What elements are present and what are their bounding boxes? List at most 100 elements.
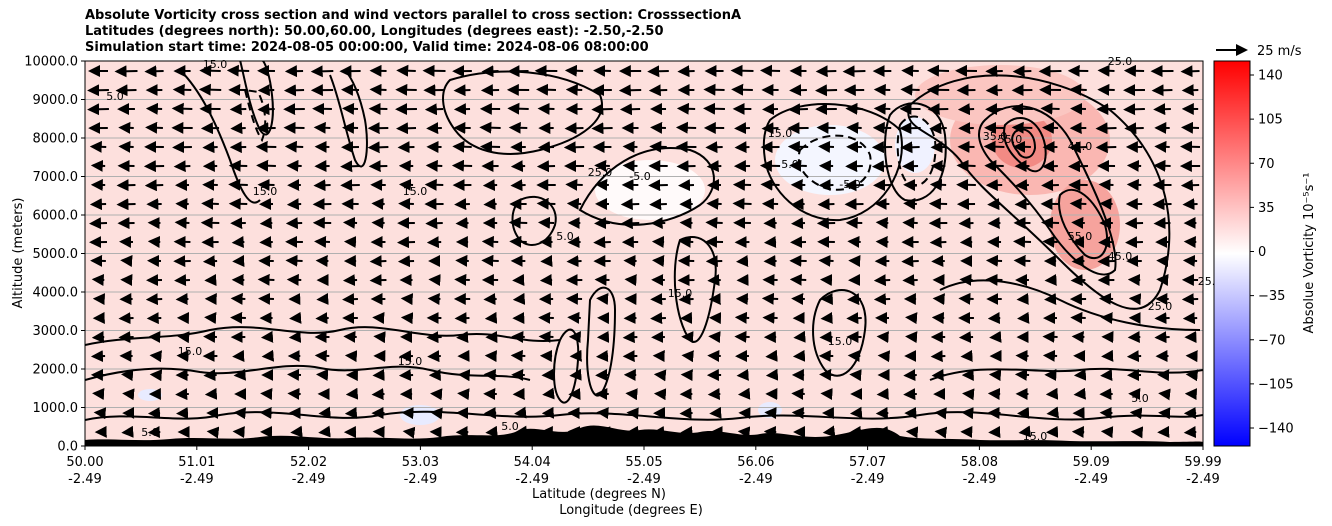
wind-arrow <box>1013 235 1032 248</box>
wind-arrow <box>817 198 835 211</box>
wind-arrow <box>1044 273 1057 286</box>
wind-arrow <box>539 274 553 287</box>
wind-arrow <box>510 179 526 192</box>
wind-arrow <box>198 83 222 96</box>
colorbar-tick-label: −105 <box>1258 377 1294 392</box>
contour-label: 5.0 <box>141 426 159 439</box>
wind-arrow <box>569 368 582 381</box>
colorbar-tick-label: 105 <box>1258 113 1283 128</box>
wind-arrow <box>618 84 642 97</box>
wind-arrow <box>373 331 386 344</box>
wind-arrow <box>257 273 275 286</box>
wind-arrow <box>932 293 945 306</box>
wind-arrow <box>764 407 777 420</box>
wind-arrow <box>261 349 275 362</box>
wind-arrow <box>1158 388 1171 401</box>
wind-arrow <box>425 217 443 230</box>
wind-arrow <box>1016 292 1029 305</box>
wind-arrow <box>652 255 665 267</box>
wind-arrow <box>481 235 499 248</box>
wind-arrow <box>118 140 134 153</box>
x-tick-label-lon: -2.49 <box>1074 472 1108 487</box>
contour-label: 15.0 <box>203 58 228 71</box>
wind-arrow <box>819 368 833 381</box>
contour-line <box>85 410 1203 421</box>
wind-arrow <box>145 293 163 306</box>
contour-label: 5.0 <box>781 158 799 171</box>
wind-arrow <box>1180 121 1200 134</box>
contour-line <box>1011 128 1037 159</box>
contour-labels: 55.0 45.0 55.0 35.0 45.0 25.0 25.0 25.0 … <box>106 55 1222 443</box>
wind-arrow <box>1151 84 1173 97</box>
x-tick-label-lon: -2.49 <box>739 472 773 487</box>
wind-arrow <box>1046 406 1060 419</box>
quiver-key: 25 m/s <box>1216 44 1302 59</box>
wind-arrow <box>926 64 950 77</box>
wind-arrow <box>202 255 218 268</box>
wind-arrow <box>147 235 161 248</box>
wind-arrow <box>1015 179 1029 192</box>
wind-arrow <box>484 311 498 324</box>
contour-label: 5.0 <box>501 420 519 433</box>
wind-arrow <box>595 350 609 362</box>
wind-arrow <box>481 65 499 78</box>
wind-arrow <box>987 198 1001 211</box>
wind-arrow <box>875 216 889 229</box>
wind-arrow <box>536 83 557 96</box>
wind-arrow <box>286 198 302 211</box>
wind-arrow <box>456 331 469 343</box>
wind-arrow <box>457 388 470 401</box>
wind-arrow <box>90 159 106 172</box>
wind-arrow <box>204 387 218 400</box>
wind-arrow <box>563 141 585 154</box>
wind-arrow <box>91 331 105 344</box>
wind-arrow <box>987 312 1001 325</box>
wind-arrow <box>844 179 864 192</box>
wind-arrow <box>989 330 1002 343</box>
wind-arrow <box>424 103 444 116</box>
chart-title: Absolute Vorticity cross section and win… <box>85 8 741 56</box>
wind-arrow <box>510 160 526 173</box>
contour-label: 35.0 <box>983 130 1008 143</box>
wind-arrow <box>314 349 330 362</box>
wind-arrow <box>818 254 834 267</box>
wind-arrow <box>398 369 414 382</box>
wind-arrow <box>114 65 138 78</box>
wind-arrow <box>289 311 302 324</box>
x-tick-label-lon: -2.49 <box>404 472 438 487</box>
wind-arrow <box>145 121 163 134</box>
wind-arrow <box>369 255 387 268</box>
wind-arrow <box>761 292 779 305</box>
wind-arrow <box>230 122 246 135</box>
wind-arrow <box>1098 178 1114 191</box>
wind-arrow <box>1071 255 1085 268</box>
wind-arrow <box>260 388 273 401</box>
wind-arrow <box>514 406 527 419</box>
contour-line <box>939 279 1201 331</box>
wind-arrow <box>736 368 749 381</box>
terrain <box>85 425 1203 446</box>
wind-arrow <box>206 426 220 439</box>
wind-arrow <box>1100 312 1113 325</box>
wind-arrow <box>288 330 302 343</box>
wind-arrow <box>342 102 359 115</box>
wind-arrow <box>536 160 556 173</box>
wind-arrow <box>316 292 329 305</box>
x-tick-label-lat: 51.01 <box>178 455 215 470</box>
wind-arrow <box>1152 198 1172 211</box>
title-line-2: Latitudes (degrees north): 50.00,60.00, … <box>85 24 664 39</box>
wind-arrow <box>789 273 807 286</box>
wind-arrow <box>144 65 164 78</box>
wind-arrow <box>1012 65 1032 78</box>
wind-arrow <box>231 236 245 249</box>
colorbar-tick-label: 70 <box>1258 157 1275 172</box>
wind-arrow <box>648 84 668 97</box>
wind-arrow <box>455 254 469 267</box>
contour-line <box>1058 188 1108 260</box>
plot-area <box>85 61 1203 446</box>
wind-arrow <box>400 293 414 306</box>
wind-arrow <box>314 235 330 248</box>
wind-arrow <box>622 140 638 153</box>
wind-arrow <box>483 368 497 381</box>
wind-arrow <box>619 103 641 116</box>
